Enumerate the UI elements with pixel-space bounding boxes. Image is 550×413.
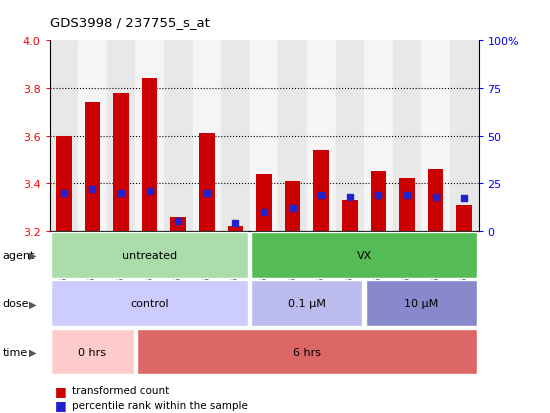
Point — [431, 194, 440, 200]
Point — [345, 194, 354, 200]
Bar — [107, 41, 135, 231]
Text: ■: ■ — [55, 384, 67, 397]
Point — [88, 186, 97, 193]
Point — [117, 190, 125, 197]
Text: ▶: ▶ — [29, 299, 37, 309]
Text: VX: VX — [356, 250, 372, 260]
Point — [231, 221, 240, 227]
Bar — [50, 41, 78, 231]
Bar — [221, 41, 250, 231]
Bar — [142, 79, 157, 231]
Bar — [428, 170, 443, 231]
Text: control: control — [130, 299, 169, 309]
Text: 6 hrs: 6 hrs — [293, 347, 321, 357]
Bar — [250, 41, 278, 231]
Point — [317, 192, 326, 199]
Bar — [285, 181, 300, 231]
Bar — [113, 94, 129, 231]
Text: GDS3998 / 237755_s_at: GDS3998 / 237755_s_at — [50, 16, 210, 29]
Point — [403, 192, 411, 199]
Bar — [135, 41, 164, 231]
Text: dose: dose — [3, 299, 29, 309]
Point — [260, 209, 268, 216]
Point — [145, 188, 154, 195]
Bar — [199, 134, 214, 231]
Point — [174, 218, 183, 225]
Text: time: time — [3, 347, 28, 357]
Bar — [256, 174, 272, 231]
Point — [288, 205, 297, 212]
Bar — [393, 41, 421, 231]
Bar — [456, 205, 472, 231]
Bar — [399, 179, 415, 231]
Text: transformed count: transformed count — [72, 385, 169, 395]
Bar — [228, 226, 243, 231]
Bar — [85, 103, 100, 231]
Point — [460, 196, 469, 202]
Text: 10 μM: 10 μM — [404, 299, 438, 309]
Bar — [450, 41, 478, 231]
Point — [59, 190, 68, 197]
Bar — [421, 41, 450, 231]
Point — [202, 190, 211, 197]
Text: 0 hrs: 0 hrs — [79, 347, 106, 357]
Text: 0.1 μM: 0.1 μM — [288, 299, 326, 309]
Text: agent: agent — [3, 250, 35, 260]
Bar — [170, 217, 186, 231]
Bar — [307, 41, 336, 231]
Bar — [336, 41, 364, 231]
Point — [374, 192, 383, 199]
Bar — [314, 150, 329, 231]
Bar — [192, 41, 221, 231]
Bar — [278, 41, 307, 231]
Bar — [342, 200, 358, 231]
Bar — [164, 41, 192, 231]
Text: ■: ■ — [55, 398, 67, 411]
Text: percentile rank within the sample: percentile rank within the sample — [72, 400, 248, 410]
Text: ▶: ▶ — [29, 250, 37, 260]
Text: untreated: untreated — [122, 250, 177, 260]
Bar — [364, 41, 393, 231]
Bar — [371, 172, 386, 231]
Bar — [78, 41, 107, 231]
Bar — [56, 136, 72, 231]
Text: ▶: ▶ — [29, 347, 37, 357]
